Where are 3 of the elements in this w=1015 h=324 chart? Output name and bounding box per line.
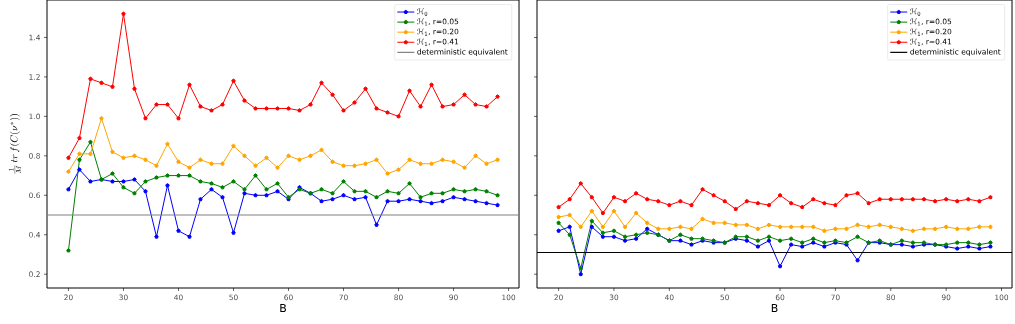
x-axis-title: B (771, 304, 778, 312)
x-axis-title: B (280, 304, 286, 312)
y-axis-title: $\frac{1}{M}\,tr\,f(C(\nu^{*}))$ (8, 114, 21, 174)
